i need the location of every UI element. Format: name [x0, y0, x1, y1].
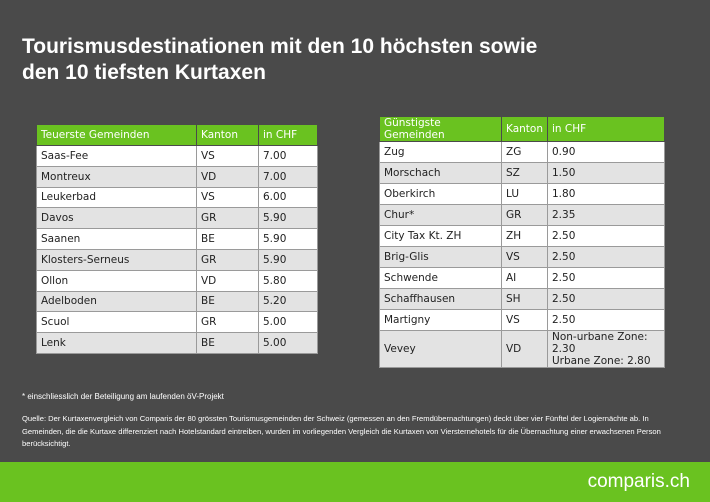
cell-chf: 2.50 — [547, 309, 665, 331]
cell-chf: Non-urbane Zone: 2.30 Urbane Zone: 2.80 — [547, 330, 665, 368]
cell-chf: 1.50 — [547, 162, 665, 184]
table-row: Ollon VD 5.80 — [36, 269, 318, 292]
footer-bar: comparis.ch — [0, 462, 710, 502]
cell-kanton: BE — [196, 332, 259, 354]
cell-chf: 5.80 — [258, 269, 318, 292]
source-note: Quelle: Der Kurtaxenvergleich von Compar… — [22, 414, 661, 448]
cell-chf: 5.90 — [258, 248, 318, 271]
cell-chf: 5.00 — [258, 332, 318, 354]
cell-kanton: SH — [501, 288, 548, 310]
column-header-gemeinde: Günstigste Gemeinden — [379, 116, 502, 142]
cell-gemeinde: Zug — [379, 141, 502, 163]
cell-chf: 7.00 — [258, 165, 318, 188]
cell-kanton: GR — [196, 248, 259, 271]
column-header-kanton: Kanton — [196, 124, 259, 146]
cell-kanton: AI — [501, 267, 548, 289]
table-row: Leukerbad VS 6.00 — [36, 186, 318, 209]
cell-chf: 5.90 — [258, 207, 318, 230]
cheapest-table: Günstigste Gemeinden Kanton in CHF Zug ZG… — [379, 116, 665, 368]
cell-gemeinde: Adelboden — [36, 290, 197, 313]
table-row: Vevey VD Non-urbane Zone: 2.30 Urbane Zo… — [379, 330, 665, 368]
cell-chf: 2.35 — [547, 204, 665, 226]
cell-kanton: LU — [501, 183, 548, 205]
cell-kanton: VD — [501, 330, 548, 368]
title-line-1: Tourismusdestinationen mit den 10 höchst… — [22, 35, 538, 58]
cell-chf: 6.00 — [258, 186, 318, 209]
cell-gemeinde: Klosters-Serneus — [36, 248, 197, 271]
cell-gemeinde: Schaffhausen — [379, 288, 502, 310]
cell-chf: 2.50 — [547, 288, 665, 310]
cell-gemeinde: Saas-Fee — [36, 145, 197, 167]
cell-gemeinde: Scuol — [36, 311, 197, 334]
cell-gemeinde: Brig-Glis — [379, 246, 502, 268]
column-header-kanton: Kanton — [501, 116, 548, 142]
table-row: City Tax Kt. ZH ZH 2.50 — [379, 225, 665, 247]
cell-gemeinde: Davos — [36, 207, 197, 230]
comparis-logo: comparis.ch — [587, 471, 690, 492]
cell-kanton: GR — [196, 311, 259, 334]
cell-gemeinde: Vevey — [379, 330, 502, 368]
cell-kanton: SZ — [501, 162, 548, 184]
cell-gemeinde: Leukerbad — [36, 186, 197, 209]
cell-kanton: GR — [501, 204, 548, 226]
table-row: Montreux VD 7.00 — [36, 165, 318, 188]
cell-chf: 7.00 — [258, 145, 318, 167]
cell-chf: 5.20 — [258, 290, 318, 313]
cell-chf: 1.80 — [547, 183, 665, 205]
cell-kanton: ZG — [501, 141, 548, 163]
cell-kanton: BE — [196, 290, 259, 313]
table-row: Saas-Fee VS 7.00 — [36, 145, 318, 167]
table-row: Saanen BE 5.90 — [36, 228, 318, 250]
table-row: Martigny VS 2.50 — [379, 309, 665, 331]
table-row: Scuol GR 5.00 — [36, 311, 318, 334]
table-header-row: Günstigste Gemeinden Kanton in CHF — [379, 116, 665, 142]
table-row: Oberkirch LU 1.80 — [379, 183, 665, 205]
table-row: Lenk BE 5.00 — [36, 332, 318, 354]
table-row: Davos GR 5.90 — [36, 207, 318, 230]
table-row: Klosters-Serneus GR 5.90 — [36, 248, 318, 271]
cell-chf: 2.50 — [547, 225, 665, 247]
table-row: Zug ZG 0.90 — [379, 141, 665, 163]
page-title: Tourismusdestinationen mit den 10 höchst… — [22, 34, 662, 86]
column-header-chf: in CHF — [547, 116, 665, 142]
most-expensive-table: Teuerste Gemeinden Kanton in CHF Saas-Fe… — [36, 124, 318, 354]
cell-chf: 5.90 — [258, 228, 318, 250]
cell-chf: 2.50 — [547, 246, 665, 268]
cell-chf-non-urban: Non-urbane Zone: 2.30 — [552, 331, 648, 355]
table-header-row: Teuerste Gemeinden Kanton in CHF — [36, 124, 318, 146]
table-row: Schwende AI 2.50 — [379, 267, 665, 289]
column-header-gemeinde: Teuerste Gemeinden — [36, 124, 197, 146]
cell-chf-urban: Urbane Zone: 2.80 — [552, 355, 651, 367]
cell-chf: 0.90 — [547, 141, 665, 163]
footnote: * einschliesslich der Beteiligung am lau… — [22, 392, 224, 401]
cell-gemeinde: Saanen — [36, 228, 197, 250]
cell-gemeinde: Chur* — [379, 204, 502, 226]
cell-kanton: GR — [196, 207, 259, 230]
cell-kanton: VS — [501, 246, 548, 268]
table-row: Schaffhausen SH 2.50 — [379, 288, 665, 310]
cell-gemeinde: Montreux — [36, 165, 197, 188]
cell-gemeinde: Ollon — [36, 269, 197, 292]
cell-kanton: VS — [196, 186, 259, 209]
column-header-chf: in CHF — [258, 124, 318, 146]
cell-gemeinde: Schwende — [379, 267, 502, 289]
cell-gemeinde: City Tax Kt. ZH — [379, 225, 502, 247]
cell-gemeinde: Martigny — [379, 309, 502, 331]
cell-kanton: ZH — [501, 225, 548, 247]
table-row: Adelboden BE 5.20 — [36, 290, 318, 313]
table-row: Morschach SZ 1.50 — [379, 162, 665, 184]
cell-kanton: VS — [501, 309, 548, 331]
cell-gemeinde: Oberkirch — [379, 183, 502, 205]
cell-chf: 2.50 — [547, 267, 665, 289]
cell-kanton: BE — [196, 228, 259, 250]
cell-kanton: VS — [196, 145, 259, 167]
cell-kanton: VD — [196, 269, 259, 292]
cell-gemeinde: Morschach — [379, 162, 502, 184]
table-row: Chur* GR 2.35 — [379, 204, 665, 226]
cell-kanton: VD — [196, 165, 259, 188]
cell-chf: 5.00 — [258, 311, 318, 334]
table-row: Brig-Glis VS 2.50 — [379, 246, 665, 268]
title-line-2: den 10 tiefsten Kurtaxen — [22, 61, 266, 84]
cell-gemeinde: Lenk — [36, 332, 197, 354]
